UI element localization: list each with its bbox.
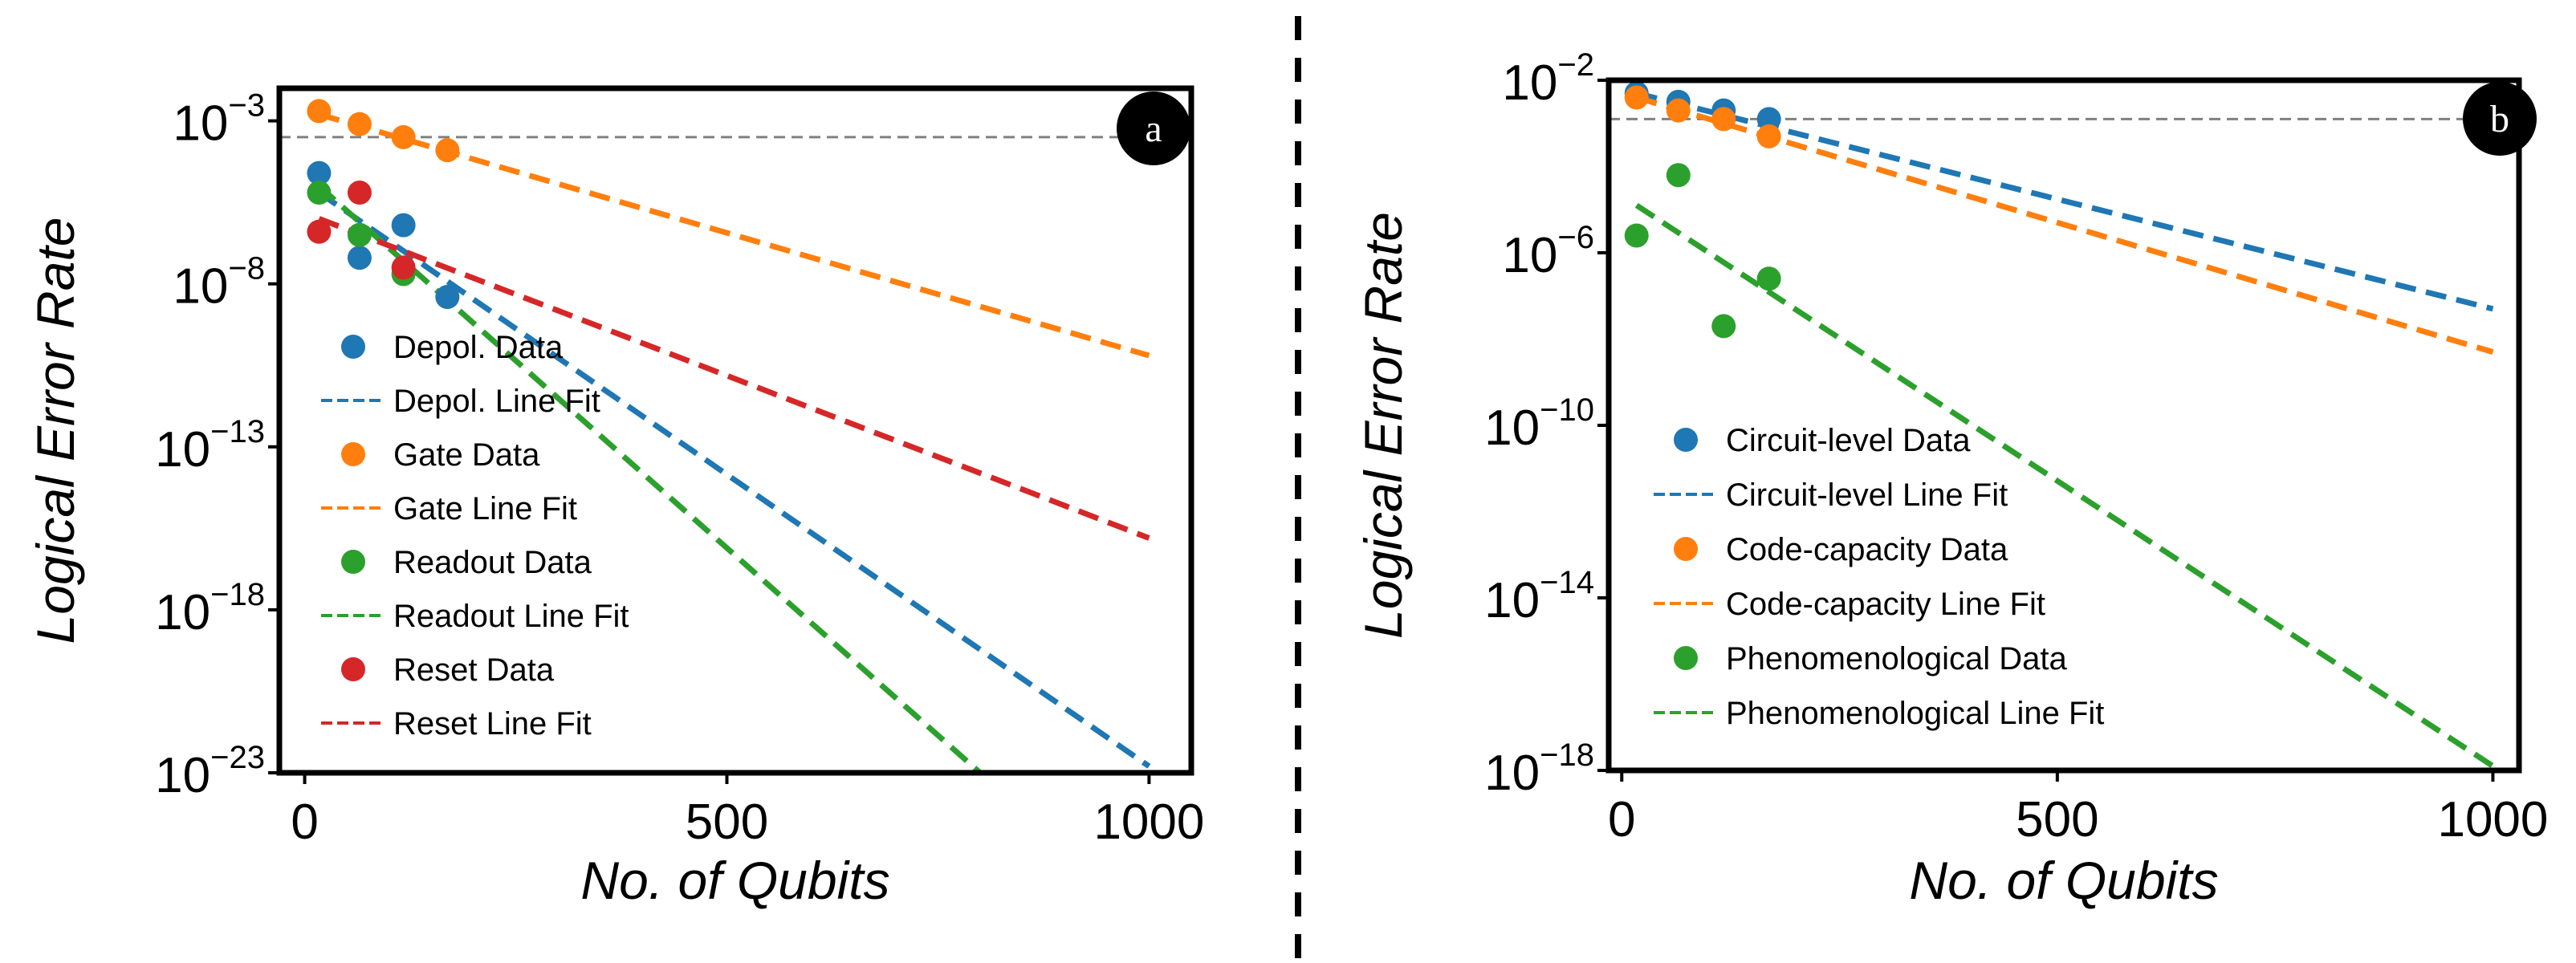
data-point xyxy=(435,284,460,309)
fit-line xyxy=(1635,90,2494,312)
data-point xyxy=(435,138,460,163)
data-point xyxy=(307,160,332,185)
panel-b: 0 500 1000 10−2 10−6 10−10 10−14 10−18 No. of Qu… xyxy=(1353,47,2548,910)
data-point xyxy=(347,246,372,270)
data-point xyxy=(1624,223,1649,248)
fit-line xyxy=(317,184,983,773)
panel-a: 0 500 1000 10−3 10−8 10−13 10−18 10−23 No. of Qu… xyxy=(26,85,1204,910)
y-axis-label: Logical Error Rate xyxy=(26,217,85,644)
y-tick-label: 10−6 xyxy=(1502,220,1594,283)
data-point xyxy=(391,124,416,149)
legend-marker xyxy=(341,442,365,466)
fit-line xyxy=(1634,202,2495,769)
data-point xyxy=(391,255,416,280)
legend-marker xyxy=(1674,537,1698,561)
data-point xyxy=(347,222,372,247)
legend-label: Readout Line Fit xyxy=(393,599,629,634)
x-tick-label: 0 xyxy=(291,794,318,850)
x-tick-label: 1000 xyxy=(1093,794,1204,850)
data-point xyxy=(1756,124,1781,148)
legend-label: Depol. Line Fit xyxy=(393,384,600,419)
plot-area xyxy=(1609,81,2519,769)
legend-marker xyxy=(341,335,365,359)
y-tick-label: 10−13 xyxy=(155,414,265,477)
data-point xyxy=(1624,85,1649,110)
y-tick-label: 10−10 xyxy=(1484,392,1594,456)
y-tick-label: 10−23 xyxy=(155,740,265,803)
data-point xyxy=(347,112,372,136)
data-point xyxy=(1756,107,1781,132)
legend-label: Reset Data xyxy=(393,652,555,688)
legend-label: Gate Data xyxy=(393,437,540,473)
legend-label: Gate Line Fit xyxy=(393,491,577,526)
axes-frame xyxy=(276,85,1194,776)
x-tick-label: 500 xyxy=(686,794,768,850)
data-point xyxy=(1666,163,1691,188)
x-axis-label: No. of Qubits xyxy=(580,851,889,910)
data-point xyxy=(307,99,332,124)
panel-badge xyxy=(2463,82,2537,156)
data-point xyxy=(307,219,332,244)
panel-badge-label: a xyxy=(1145,108,1162,150)
data-point xyxy=(1711,107,1736,132)
legend-marker xyxy=(341,550,365,574)
y-tick-label: 10−18 xyxy=(1484,737,1594,801)
legend-label: Code-capacity Line Fit xyxy=(1726,587,2045,622)
legend-label: Phenomenological Data xyxy=(1726,641,2067,677)
legend-label: Reset Line Fit xyxy=(393,706,592,742)
legend-label: Code-capacity Data xyxy=(1726,532,2008,567)
legend-marker xyxy=(1674,428,1698,452)
legend-marker xyxy=(341,657,365,681)
fit-line xyxy=(318,216,1150,541)
y-tick-label: 10−18 xyxy=(155,577,265,640)
legend-label: Phenomenological Line Fit xyxy=(1726,696,2104,731)
data-point xyxy=(307,180,332,205)
data-point xyxy=(1756,266,1781,291)
data-point xyxy=(347,180,372,205)
fit-line xyxy=(1635,95,2494,355)
fit-line xyxy=(317,190,1151,769)
x-tick-label: 1000 xyxy=(2437,792,2548,847)
legend-label: Depol. Data xyxy=(393,330,564,365)
data-point xyxy=(391,213,416,238)
legend-label: Circuit-level Data xyxy=(1726,423,1971,458)
y-tick-label: 10−8 xyxy=(173,251,265,315)
legend-label: Circuit-level Line Fit xyxy=(1726,477,2008,513)
data-point xyxy=(1711,314,1736,339)
panel-badge-label: b xyxy=(2490,98,2509,140)
y-tick-label: 10−2 xyxy=(1502,47,1594,111)
plot-area xyxy=(279,99,1191,773)
legend-label: Readout Data xyxy=(393,545,592,580)
y-tick-label: 10−3 xyxy=(173,88,265,152)
y-tick-label: 10−14 xyxy=(1484,565,1594,628)
legend-marker xyxy=(1674,646,1698,670)
x-tick-label: 0 xyxy=(1608,792,1635,847)
data-point xyxy=(1666,98,1691,123)
y-axis-label: Logical Error Rate xyxy=(1353,212,1413,639)
panel-badge xyxy=(1117,91,1190,165)
x-axis-label: No. of Qubits xyxy=(1909,851,2218,910)
x-tick-label: 500 xyxy=(2016,792,2098,847)
